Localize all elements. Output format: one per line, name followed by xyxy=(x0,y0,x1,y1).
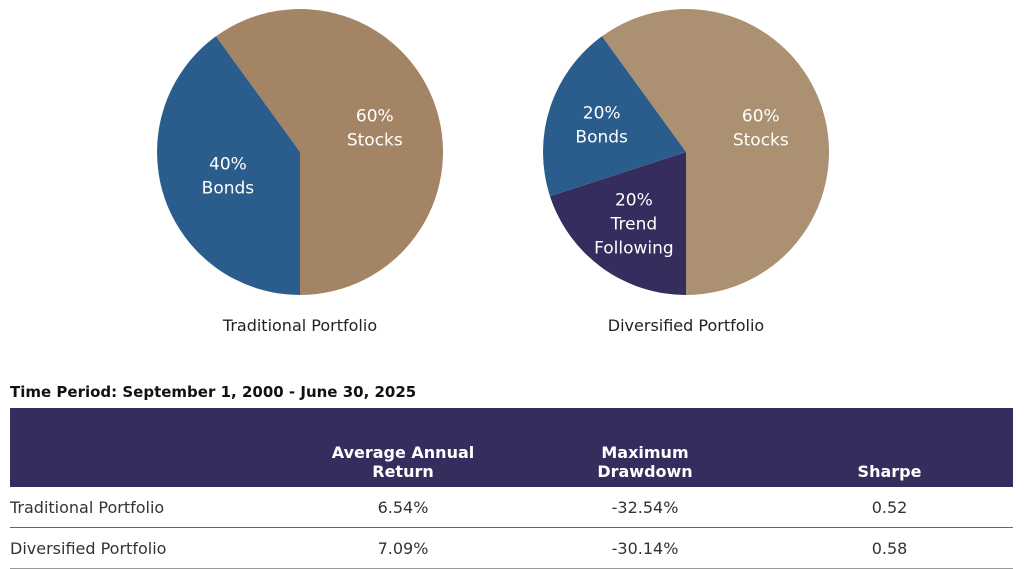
pie-slice-stocks xyxy=(215,8,443,295)
pie-slice-stocks xyxy=(601,8,829,296)
header-drawdown-text: Maximum Drawdown xyxy=(597,443,693,481)
pie-label: 60% Stocks xyxy=(733,107,789,151)
header-blank xyxy=(10,408,282,487)
row-name: Traditional Portfolio xyxy=(10,487,282,528)
pie-slice-bonds xyxy=(543,36,686,197)
header-return: Average Annual Return xyxy=(282,408,524,487)
table-header-row: Average Annual Return Maximum Drawdown S… xyxy=(10,408,1013,487)
cell-return: 6.54% xyxy=(282,487,524,528)
pie-label: 60% Stocks xyxy=(347,107,403,151)
cell-sharpe: 0.52 xyxy=(766,487,1013,528)
pie-title-diversified: Diversified Portfolio xyxy=(607,316,765,335)
cell-return: 7.09% xyxy=(282,527,524,569)
pie-slice-bonds xyxy=(157,36,300,295)
table-row: Traditional Portfolio 6.54% -32.54% 0.52 xyxy=(10,487,1013,528)
row-name: Diversified Portfolio xyxy=(10,527,282,569)
header-drawdown: Maximum Drawdown xyxy=(524,408,766,487)
pie-label: 20% Trend Following xyxy=(594,191,674,259)
cell-sharpe: 0.58 xyxy=(766,527,1013,569)
header-return-text: Average Annual Return xyxy=(331,443,475,481)
table-row: Diversified Portfolio 7.09% -30.14% 0.58 xyxy=(10,527,1013,569)
pie-title-traditional: Traditional Portfolio xyxy=(222,316,378,335)
pie-label: 40% Bonds xyxy=(202,154,255,198)
pie-charts: 60% Stocks 40% Bonds 60% Stocks 20% Trend Follow… xyxy=(157,8,829,296)
performance-table: Average Annual Return Maximum Drawdown S… xyxy=(10,408,1013,569)
time-period: Time Period: September 1, 2000 - June 30… xyxy=(10,383,417,401)
header-sharpe: Sharpe xyxy=(857,462,922,481)
pie-slice-trend-following xyxy=(549,152,686,295)
pie-label: 20% Bonds xyxy=(575,104,628,148)
cell-drawdown: -32.54% xyxy=(524,487,766,528)
cell-drawdown: -30.14% xyxy=(524,527,766,569)
